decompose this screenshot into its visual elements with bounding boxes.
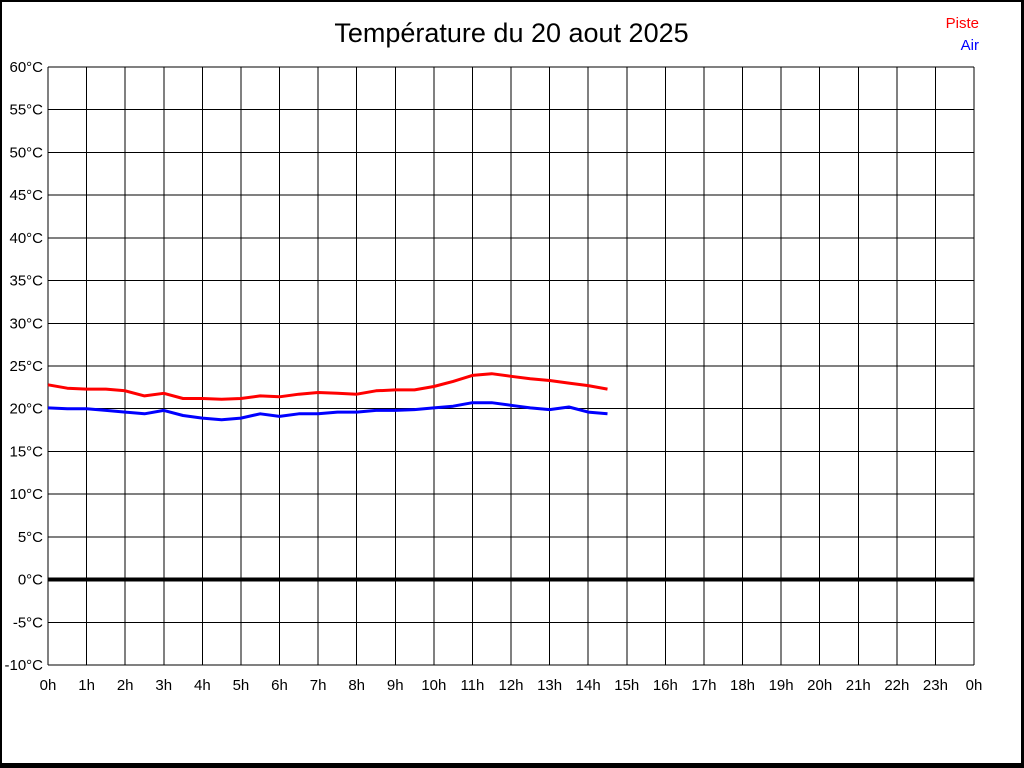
x-tick-label: 11h xyxy=(460,677,484,694)
y-tick-label: 30°C xyxy=(9,315,43,332)
x-tick-label: 2h xyxy=(117,677,134,694)
air-line xyxy=(47,401,608,422)
piste-line xyxy=(47,372,608,401)
x-tick-label: 21h xyxy=(846,677,871,694)
legend-item-air: Air xyxy=(960,37,979,54)
x-tick-label: 19h xyxy=(769,677,794,694)
y-tick-label: 5°C xyxy=(18,529,43,546)
x-tick-label: 15h xyxy=(614,677,639,694)
y-tick-label: 40°C xyxy=(9,230,43,247)
x-tick-label: 23h xyxy=(923,677,948,694)
x-tick-label: 7h xyxy=(310,677,327,694)
x-tick-label: 12h xyxy=(498,677,523,694)
x-tick-label: 20h xyxy=(807,677,832,694)
y-tick-label: 10°C xyxy=(9,486,43,503)
x-tick-label: 14h xyxy=(576,677,601,694)
grid xyxy=(47,66,975,666)
x-tick-label: 22h xyxy=(884,677,909,694)
y-tick-label: 15°C xyxy=(9,443,43,460)
legend-item-piste: Piste xyxy=(945,15,979,32)
y-tick-label: -10°C xyxy=(4,657,43,674)
x-tick-label: 8h xyxy=(348,677,365,694)
x-tick-label: 17h xyxy=(691,677,716,694)
legend: Piste Air xyxy=(946,13,979,57)
y-tick-label: 50°C xyxy=(9,144,43,161)
x-tick-label: 10h xyxy=(421,677,446,694)
y-tick-label: 25°C xyxy=(9,358,43,375)
y-tick-label: 60°C xyxy=(9,59,43,76)
y-tick-label: 55°C xyxy=(9,102,43,119)
x-tick-label: 6h xyxy=(271,677,288,694)
x-tick-label: 5h xyxy=(233,677,250,694)
y-tick-label: -5°C xyxy=(13,614,43,631)
x-tick-label: 4h xyxy=(194,677,211,694)
x-tick-label: 18h xyxy=(730,677,755,694)
y-tick-label: 0°C xyxy=(18,572,43,589)
x-tick-label: 13h xyxy=(537,677,562,694)
x-tick-label: 1h xyxy=(78,677,95,694)
x-axis-labels: 0h 1h 2h 3h 4h 5h 6h 7h 8h 9h 10h 11h 12h 13h 14h 15h 16… xyxy=(40,677,983,694)
y-axis-labels: 60°C 55°C 50°C 45°C 40°C 35°C 30°C 25°C 20°C 15°C… xyxy=(4,59,43,674)
y-tick-label: 45°C xyxy=(9,187,43,204)
x-tick-label: 0h xyxy=(40,677,57,694)
x-tick-label: 9h xyxy=(387,677,404,694)
y-tick-label: 35°C xyxy=(9,273,43,290)
chart-title: Température du 20 aout 2025 xyxy=(334,18,689,48)
x-tick-label: 0h xyxy=(966,677,983,694)
y-tick-label: 20°C xyxy=(9,401,43,418)
x-tick-label: 3h xyxy=(155,677,172,694)
x-tick-label: 16h xyxy=(653,677,678,694)
